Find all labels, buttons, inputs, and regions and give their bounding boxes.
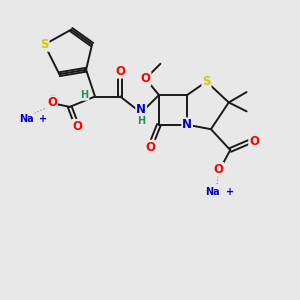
- Text: O: O: [47, 96, 57, 109]
- Text: Na: Na: [19, 114, 34, 124]
- Text: Na: Na: [205, 187, 220, 196]
- Text: O: O: [140, 72, 151, 85]
- Text: +: +: [226, 187, 234, 196]
- Text: −: −: [212, 159, 220, 168]
- Text: O: O: [115, 65, 125, 78]
- Text: S: S: [40, 38, 49, 51]
- Text: H: H: [80, 90, 89, 100]
- Text: S: S: [202, 75, 211, 88]
- Text: O: O: [72, 120, 82, 133]
- Text: +: +: [39, 114, 47, 124]
- Text: H: H: [137, 116, 145, 126]
- Text: N: N: [136, 103, 146, 116]
- Text: N: N: [182, 118, 192, 131]
- Text: −: −: [48, 92, 56, 100]
- Text: O: O: [145, 140, 155, 154]
- Text: O: O: [249, 135, 259, 148]
- Text: O: O: [213, 163, 224, 176]
